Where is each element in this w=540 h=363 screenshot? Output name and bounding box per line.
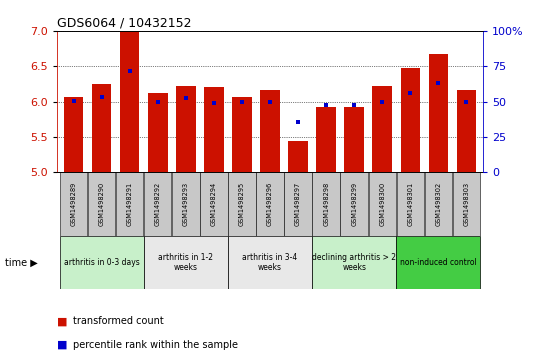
Text: GSM1498297: GSM1498297 xyxy=(295,182,301,226)
Text: GSM1498301: GSM1498301 xyxy=(407,182,413,226)
FancyBboxPatch shape xyxy=(396,172,424,236)
Text: ■: ■ xyxy=(57,340,67,350)
Text: GSM1498289: GSM1498289 xyxy=(71,182,77,226)
FancyBboxPatch shape xyxy=(312,172,340,236)
Bar xyxy=(429,53,448,172)
Text: GSM1498298: GSM1498298 xyxy=(323,182,329,226)
Text: GDS6064 / 10432152: GDS6064 / 10432152 xyxy=(57,17,191,30)
Text: transformed count: transformed count xyxy=(73,316,164,326)
Bar xyxy=(92,84,111,172)
Text: GSM1498294: GSM1498294 xyxy=(211,182,217,226)
Bar xyxy=(288,141,308,172)
FancyBboxPatch shape xyxy=(228,236,312,289)
Text: GSM1498295: GSM1498295 xyxy=(239,182,245,226)
FancyBboxPatch shape xyxy=(144,236,228,289)
Bar xyxy=(120,31,139,172)
Bar xyxy=(204,87,224,172)
Bar xyxy=(176,86,195,172)
FancyBboxPatch shape xyxy=(88,172,116,236)
Text: non-induced control: non-induced control xyxy=(400,258,477,267)
Text: arthritis in 0-3 days: arthritis in 0-3 days xyxy=(64,258,139,267)
FancyBboxPatch shape xyxy=(144,172,172,236)
FancyBboxPatch shape xyxy=(200,172,228,236)
Text: arthritis in 3-4
weeks: arthritis in 3-4 weeks xyxy=(242,253,298,272)
FancyBboxPatch shape xyxy=(285,172,312,236)
Text: GSM1498303: GSM1498303 xyxy=(463,182,469,226)
Text: GSM1498291: GSM1498291 xyxy=(127,182,133,226)
Text: GSM1498292: GSM1498292 xyxy=(155,182,161,226)
Bar xyxy=(373,86,392,172)
Bar xyxy=(401,68,420,172)
FancyBboxPatch shape xyxy=(312,236,396,289)
FancyBboxPatch shape xyxy=(340,172,368,236)
FancyBboxPatch shape xyxy=(59,236,144,289)
Text: arthritis in 1-2
weeks: arthritis in 1-2 weeks xyxy=(158,253,213,272)
Bar xyxy=(64,97,83,172)
FancyBboxPatch shape xyxy=(60,172,87,236)
FancyBboxPatch shape xyxy=(396,236,481,289)
FancyBboxPatch shape xyxy=(368,172,396,236)
Text: GSM1498302: GSM1498302 xyxy=(435,182,441,226)
FancyBboxPatch shape xyxy=(172,172,200,236)
Bar xyxy=(457,90,476,172)
Bar xyxy=(232,97,252,172)
FancyBboxPatch shape xyxy=(453,172,480,236)
Bar xyxy=(260,90,280,172)
Text: GSM1498290: GSM1498290 xyxy=(99,182,105,226)
Text: declining arthritis > 2
weeks: declining arthritis > 2 weeks xyxy=(312,253,396,272)
Bar xyxy=(316,107,336,172)
FancyBboxPatch shape xyxy=(116,172,144,236)
Bar xyxy=(345,107,364,172)
Text: ■: ■ xyxy=(57,316,67,326)
Text: time ▶: time ▶ xyxy=(5,257,38,267)
Text: GSM1498300: GSM1498300 xyxy=(379,182,385,226)
FancyBboxPatch shape xyxy=(424,172,452,236)
Text: GSM1498296: GSM1498296 xyxy=(267,182,273,226)
FancyBboxPatch shape xyxy=(256,172,284,236)
FancyBboxPatch shape xyxy=(228,172,255,236)
Text: GSM1498293: GSM1498293 xyxy=(183,182,189,226)
Bar xyxy=(148,93,167,172)
Text: percentile rank within the sample: percentile rank within the sample xyxy=(73,340,238,350)
Text: GSM1498299: GSM1498299 xyxy=(351,182,357,226)
